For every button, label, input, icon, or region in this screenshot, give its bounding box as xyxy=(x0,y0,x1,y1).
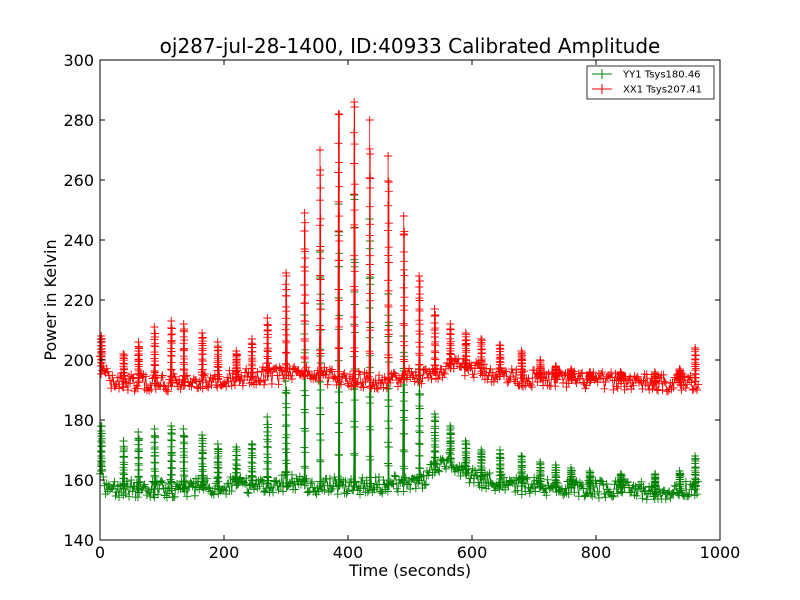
y-tick-label: 300 xyxy=(63,51,94,70)
legend-marker-yy1 xyxy=(597,69,607,79)
x-tick-label: 1000 xyxy=(700,543,741,562)
y-tick-label: 140 xyxy=(63,531,94,550)
y-tick-label: 160 xyxy=(63,471,94,490)
x-tick-label: 0 xyxy=(95,543,105,562)
x-tick-label: 200 xyxy=(209,543,240,562)
y-tick-label: 200 xyxy=(63,351,94,370)
y-tick-label: 240 xyxy=(63,231,94,250)
legend-label-xx1: XX1 Tsys207.41 xyxy=(623,85,702,96)
y-tick-label: 280 xyxy=(63,111,94,130)
series-xx1 xyxy=(96,98,703,396)
legend-box xyxy=(586,65,715,100)
y-axis-label: Power in Kelvin xyxy=(41,239,60,360)
y-tick-label: 260 xyxy=(63,171,94,190)
x-tick-label: 600 xyxy=(457,543,488,562)
plot-area xyxy=(96,98,703,504)
y-tick-label: 220 xyxy=(63,291,94,310)
legend-marker-xx1 xyxy=(597,84,607,94)
x-axis-label: Time (seconds) xyxy=(348,561,471,580)
chart-title: oj287-jul-28-1400, ID:40933 Calibrated A… xyxy=(160,34,661,58)
x-tick-label: 800 xyxy=(581,543,612,562)
legend-label-yy1: YY1 Tsys180.46 xyxy=(622,70,701,81)
legend: YY1 Tsys180.46 XX1 Tsys207.41 xyxy=(586,65,715,100)
y-tick-label: 180 xyxy=(63,411,94,430)
axes-ticks: 0 200 400 600 800 1000 140 160 180 200 220 240 260 28… xyxy=(63,51,740,562)
x-tick-label: 400 xyxy=(333,543,364,562)
